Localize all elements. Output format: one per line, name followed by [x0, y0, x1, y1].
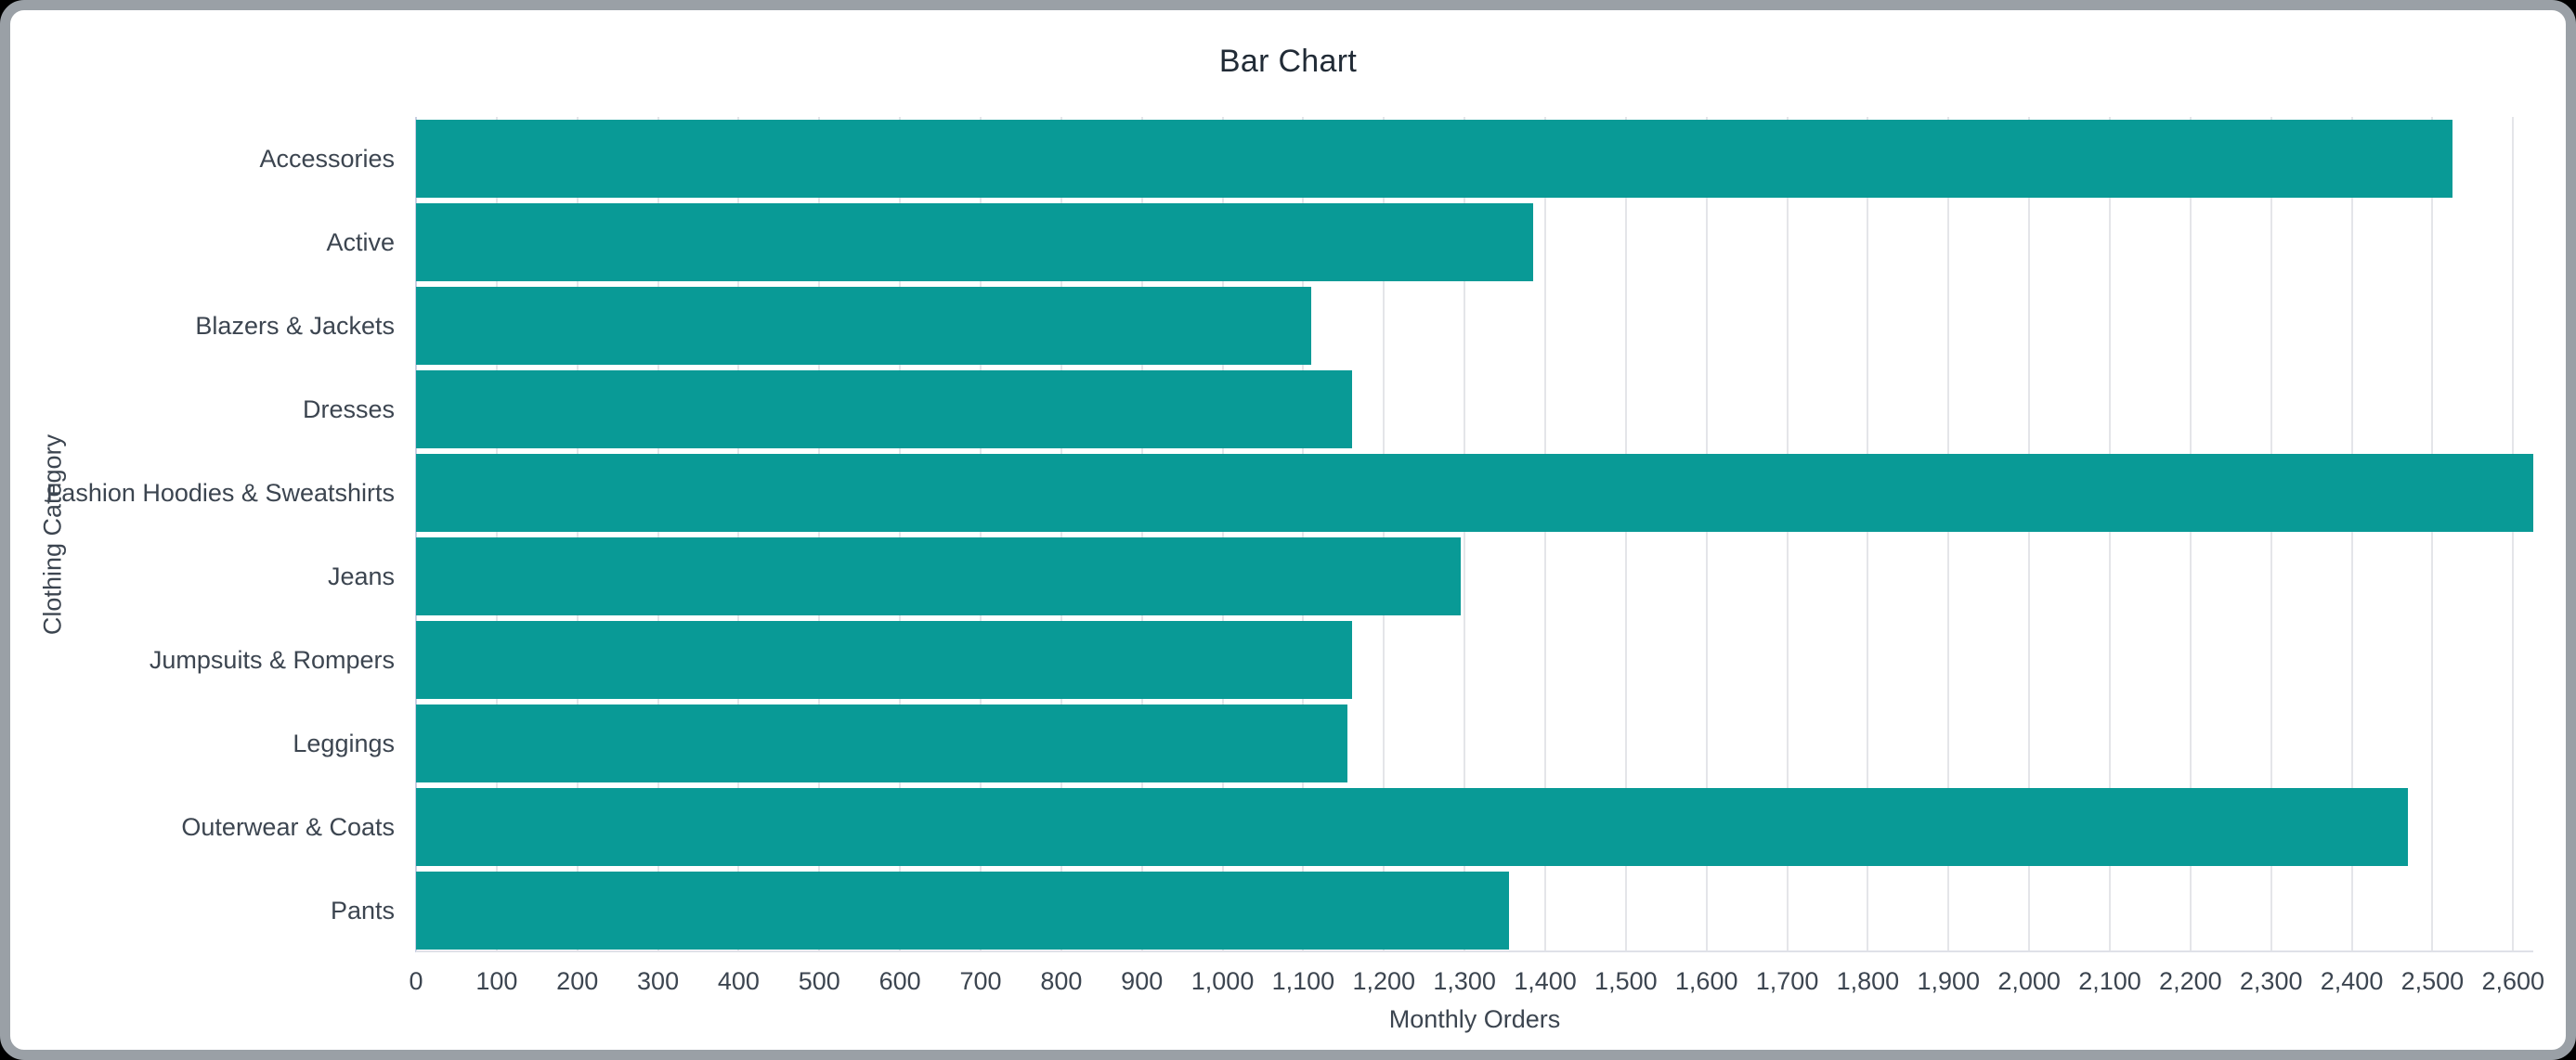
y-axis-line: [415, 117, 417, 952]
x-tick-label: 1,000: [1190, 967, 1255, 995]
bar[interactable]: [416, 537, 1461, 615]
x-axis-tick-labels: 0 100 200 300 400 500 600 700 800 900 1,000 1,100 1,…: [409, 967, 2544, 999]
gridline: [899, 117, 902, 952]
category-label: Accessories: [259, 144, 395, 173]
bar[interactable]: [416, 454, 2533, 532]
gridline: [1947, 117, 1950, 952]
x-tick-label: 600: [878, 967, 921, 995]
gridline: [495, 117, 498, 952]
gridline: [1786, 117, 1789, 952]
bar[interactable]: [416, 120, 2453, 198]
category-label: Active: [326, 227, 395, 256]
gridline: [2431, 117, 2434, 952]
gridline: [2270, 117, 2272, 952]
gridline: [1302, 117, 1305, 952]
x-tick-label: 2,600: [2481, 967, 2545, 995]
gridline: [1060, 117, 1062, 952]
x-tick-label: 1,900: [1917, 967, 1981, 995]
x-tick-label: 1,200: [1352, 967, 1416, 995]
x-tick-label: 1,800: [1836, 967, 1900, 995]
bar[interactable]: [416, 788, 2409, 866]
gridline: [2189, 117, 2192, 952]
category-label: Fashion Hoodies & Sweatshirts: [46, 478, 395, 507]
gridline: [657, 117, 659, 952]
x-axis-title: Monthly Orders: [1388, 1005, 1561, 1033]
category-label: Outerwear & Coats: [181, 812, 395, 841]
x-tick-label: 1,400: [1514, 967, 1577, 995]
x-axis-line: [416, 950, 2533, 952]
x-tick-label: 2,500: [2400, 967, 2465, 995]
category-label: Jeans: [327, 562, 395, 590]
category-label: Pants: [330, 896, 395, 924]
gridline: [2350, 117, 2353, 952]
x-tick-label: 2,200: [2159, 967, 2222, 995]
x-tick-label: 800: [1040, 967, 1083, 995]
gridline: [818, 117, 821, 952]
x-tick-label: 1,500: [1594, 967, 1658, 995]
gridline: [737, 117, 740, 952]
x-tick-label: 500: [798, 967, 840, 995]
gridline: [1705, 117, 1708, 952]
chart-title: Bar Chart: [1218, 44, 1358, 79]
gridline: [1624, 117, 1627, 952]
x-tick-label: 2,100: [2078, 967, 2141, 995]
gridline: [1221, 117, 1224, 952]
x-tick-label: 400: [717, 967, 760, 995]
category-label: Dresses: [302, 394, 395, 423]
plot-area: [415, 117, 2533, 952]
category-label: Blazers & Jackets: [195, 311, 395, 340]
x-tick-label: 1,300: [1433, 967, 1496, 995]
x-tick-label: 900: [1121, 967, 1164, 995]
gridline: [2028, 117, 2031, 952]
gridline: [1544, 117, 1546, 952]
bar[interactable]: [416, 287, 1312, 365]
bar[interactable]: [416, 370, 1352, 448]
gridline: [1867, 117, 1869, 952]
x-tick-label: 200: [556, 967, 599, 995]
category-label: Leggings: [293, 729, 395, 757]
x-tick-label: 1,600: [1674, 967, 1738, 995]
gridline: [980, 117, 982, 952]
x-tick-label: 100: [475, 967, 518, 995]
gridline: [1383, 117, 1386, 952]
x-tick-label: 1,700: [1755, 967, 1819, 995]
y-axis-category-labels: Accessories Active Blazers & Jackets Dresse…: [10, 117, 395, 952]
gridline: [1464, 117, 1466, 952]
bar[interactable]: [416, 872, 1509, 950]
x-tick-label: 1,100: [1271, 967, 1335, 995]
gridline: [2109, 117, 2111, 952]
bar[interactable]: [416, 203, 1533, 281]
bar[interactable]: [416, 621, 1352, 699]
x-tick-label: 2,000: [1997, 967, 2061, 995]
x-tick-label: 2,400: [2320, 967, 2384, 995]
gridline: [576, 117, 579, 952]
gridline: [1140, 117, 1143, 952]
x-tick-label: 700: [959, 967, 1002, 995]
bar[interactable]: [416, 705, 1348, 782]
x-tick-label: 0: [409, 967, 423, 995]
x-tick-label: 2,300: [2239, 967, 2303, 995]
category-label: Jumpsuits & Rompers: [149, 645, 395, 674]
gridline: [2512, 117, 2515, 952]
x-tick-label: 300: [637, 967, 680, 995]
